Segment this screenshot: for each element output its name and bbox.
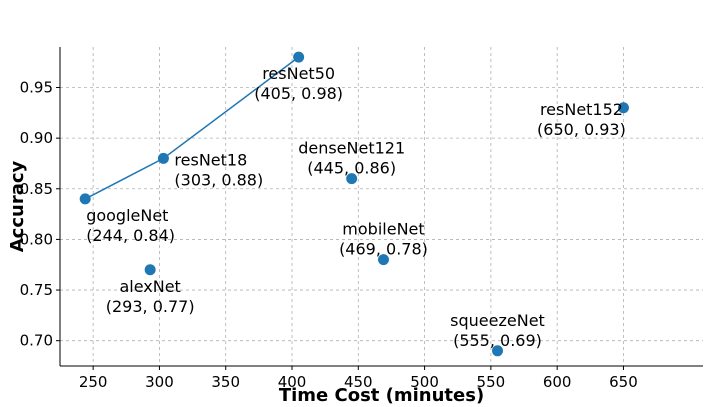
point-googleNet [79,193,91,205]
point-resNet18 [157,152,169,164]
point-value-label: (445, 0.86) [307,159,396,178]
point-value-label: (650, 0.93) [537,120,626,139]
grid [60,47,703,366]
point-resNet50 [293,51,305,63]
y-tick-label: 0.85 [20,180,53,198]
point-name-label: resNet50 [262,64,335,83]
x-tick-label: 250 [79,373,108,391]
point-squeezeNet [492,345,504,357]
x-tick-label: 500 [410,373,439,391]
y-tick-label: 0.70 [20,332,53,350]
x-tick-label: 400 [278,373,307,391]
x-tick-label: 450 [344,373,373,391]
point-denseNet121 [346,173,358,185]
x-tick-label: 600 [543,373,572,391]
point-name-label: mobileNet [342,220,424,239]
x-axis-title: Time Cost (minutes) [279,385,484,406]
point-value-label: (244, 0.84) [86,226,175,245]
series [79,51,629,357]
point-value-label: (293, 0.77) [106,297,195,316]
point-name-label: googleNet [86,206,168,225]
point-value-label: (555, 0.69) [453,331,542,350]
point-alexNet [144,264,156,276]
x-tick-label: 300 [145,373,174,391]
y-tick-label: 0.80 [20,230,53,248]
x-tick-label: 550 [477,373,506,391]
x-tick-label: 350 [211,373,240,391]
y-axis-title: Accuracy [7,160,28,252]
point-resNet152 [617,102,629,114]
y-tick-label: 0.75 [20,281,53,299]
point-name-label: denseNet121 [298,139,405,158]
y-tick-label: 0.95 [20,79,53,97]
point-name-label: squeezeNet [450,311,545,330]
point-value-label: (469, 0.78) [339,240,428,259]
y-tick-label: 0.90 [20,129,53,147]
x-tick-label: 650 [609,373,638,391]
axes: 250 300 350 400 450 500 550 600 650 0.70 0.75 0.80 0… [20,47,703,391]
point-name-label: resNet152 [540,100,623,119]
point-name-label: alexNet [119,277,180,296]
point-labels: googleNet(244, 0.84) resNet18(303, 0.88) r… [86,64,626,350]
point-mobileNet [377,254,389,266]
point-value-label: (303, 0.88) [174,170,263,189]
point-value-label: (405, 0.98) [254,84,343,103]
point-name-label: resNet18 [174,150,247,169]
